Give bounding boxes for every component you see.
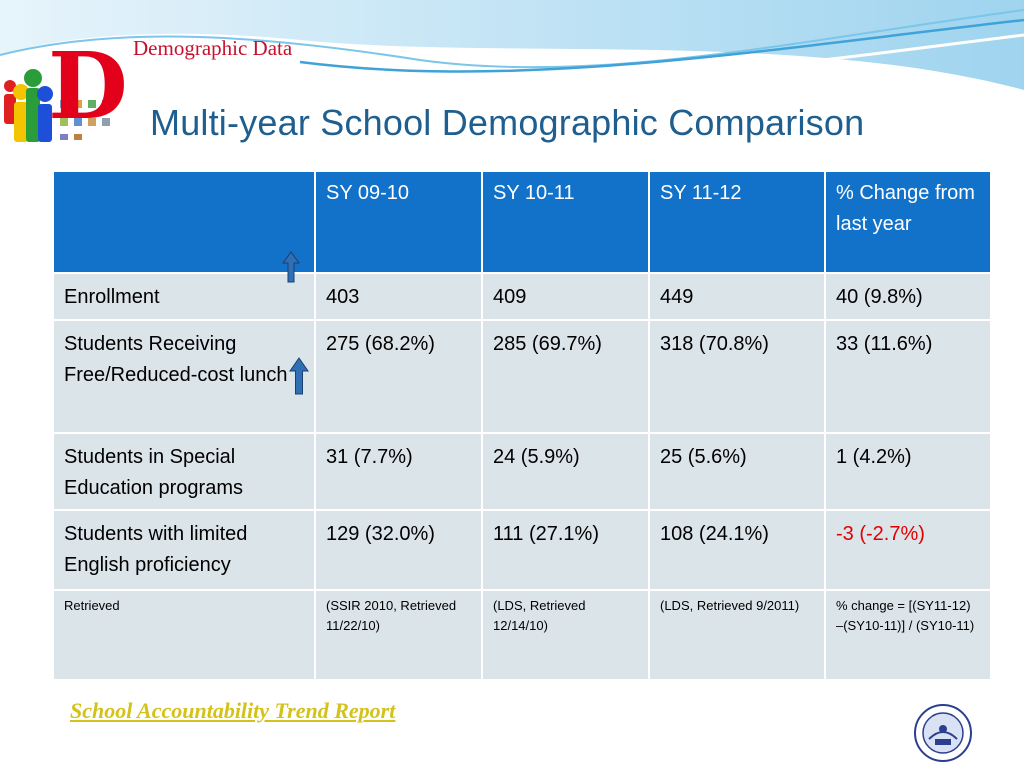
column-header: SY 09-10 bbox=[314, 170, 483, 274]
table-cell: 33 (11.6%) bbox=[824, 319, 992, 434]
demographic-table: SY 09-10 SY 10-11 SY 11-12 % Change from… bbox=[52, 170, 992, 681]
column-header bbox=[52, 170, 316, 274]
header-wave-background bbox=[0, 0, 1024, 90]
table-row: Students Receiving Free/Reduced-cost lun… bbox=[52, 319, 992, 434]
trend-report-link[interactable]: School Accountability Trend Report bbox=[70, 698, 396, 723]
table-cell: % change = [(SY11-12) –(SY10-11)] / (SY1… bbox=[824, 589, 992, 681]
table-cell: 40 (9.8%) bbox=[824, 272, 992, 321]
table-cell: 403 bbox=[314, 272, 483, 321]
table-cell: 409 bbox=[481, 272, 650, 321]
column-header: SY 11-12 bbox=[648, 170, 826, 274]
up-arrow-icon bbox=[282, 251, 300, 283]
table-row: Students with limited English proficienc… bbox=[52, 509, 992, 591]
table-cell: 111 (27.1%) bbox=[481, 509, 650, 591]
negative-change-cell: -3 (-2.7%) bbox=[824, 509, 992, 591]
logo-letter: D bbox=[48, 32, 128, 140]
row-label: Students Receiving Free/Reduced-cost lun… bbox=[52, 319, 316, 434]
section-label: Demographic Data bbox=[133, 36, 293, 60]
table-row: Retrieved (SSIR 2010, Retrieved 11/22/10… bbox=[52, 589, 992, 681]
table-cell: 31 (7.7%) bbox=[314, 432, 483, 511]
table-cell: 318 (70.8%) bbox=[648, 319, 826, 434]
table-cell: 285 (69.7%) bbox=[481, 319, 650, 434]
people-logo: D bbox=[0, 22, 130, 147]
table-cell: 24 (5.9%) bbox=[481, 432, 650, 511]
row-label: Retrieved bbox=[52, 589, 316, 681]
table-cell: (SSIR 2010, Retrieved 11/22/10) bbox=[314, 589, 483, 681]
table-cell: 129 (32.0%) bbox=[314, 509, 483, 591]
table-cell: (LDS, Retrieved 9/2011) bbox=[648, 589, 826, 681]
table-cell: 275 (68.2%) bbox=[314, 319, 483, 434]
people-group-icon bbox=[4, 69, 110, 142]
table-cell: 25 (5.6%) bbox=[648, 432, 826, 511]
column-header: SY 10-11 bbox=[481, 170, 650, 274]
table-cell: (LDS, Retrieved 12/14/10) bbox=[481, 589, 650, 681]
column-header: % Change from last year bbox=[824, 170, 992, 274]
row-label: Enrollment bbox=[52, 272, 316, 321]
table-header-row: SY 09-10 SY 10-11 SY 11-12 % Change from… bbox=[52, 170, 992, 274]
page-title: Multi-year School Demographic Comparison bbox=[150, 102, 865, 143]
table-row: Enrollment 403 409 449 40 (9.8%) bbox=[52, 272, 992, 321]
up-arrow-icon bbox=[289, 357, 309, 395]
table-cell: 1 (4.2%) bbox=[824, 432, 992, 511]
row-label: Students with limited English proficienc… bbox=[52, 509, 316, 591]
department-of-education-seal-icon bbox=[914, 704, 972, 762]
table-row: Students in Special Education programs 3… bbox=[52, 432, 992, 511]
row-label: Students in Special Education programs bbox=[52, 432, 316, 511]
table-cell: 449 bbox=[648, 272, 826, 321]
table-cell: 108 (24.1%) bbox=[648, 509, 826, 591]
